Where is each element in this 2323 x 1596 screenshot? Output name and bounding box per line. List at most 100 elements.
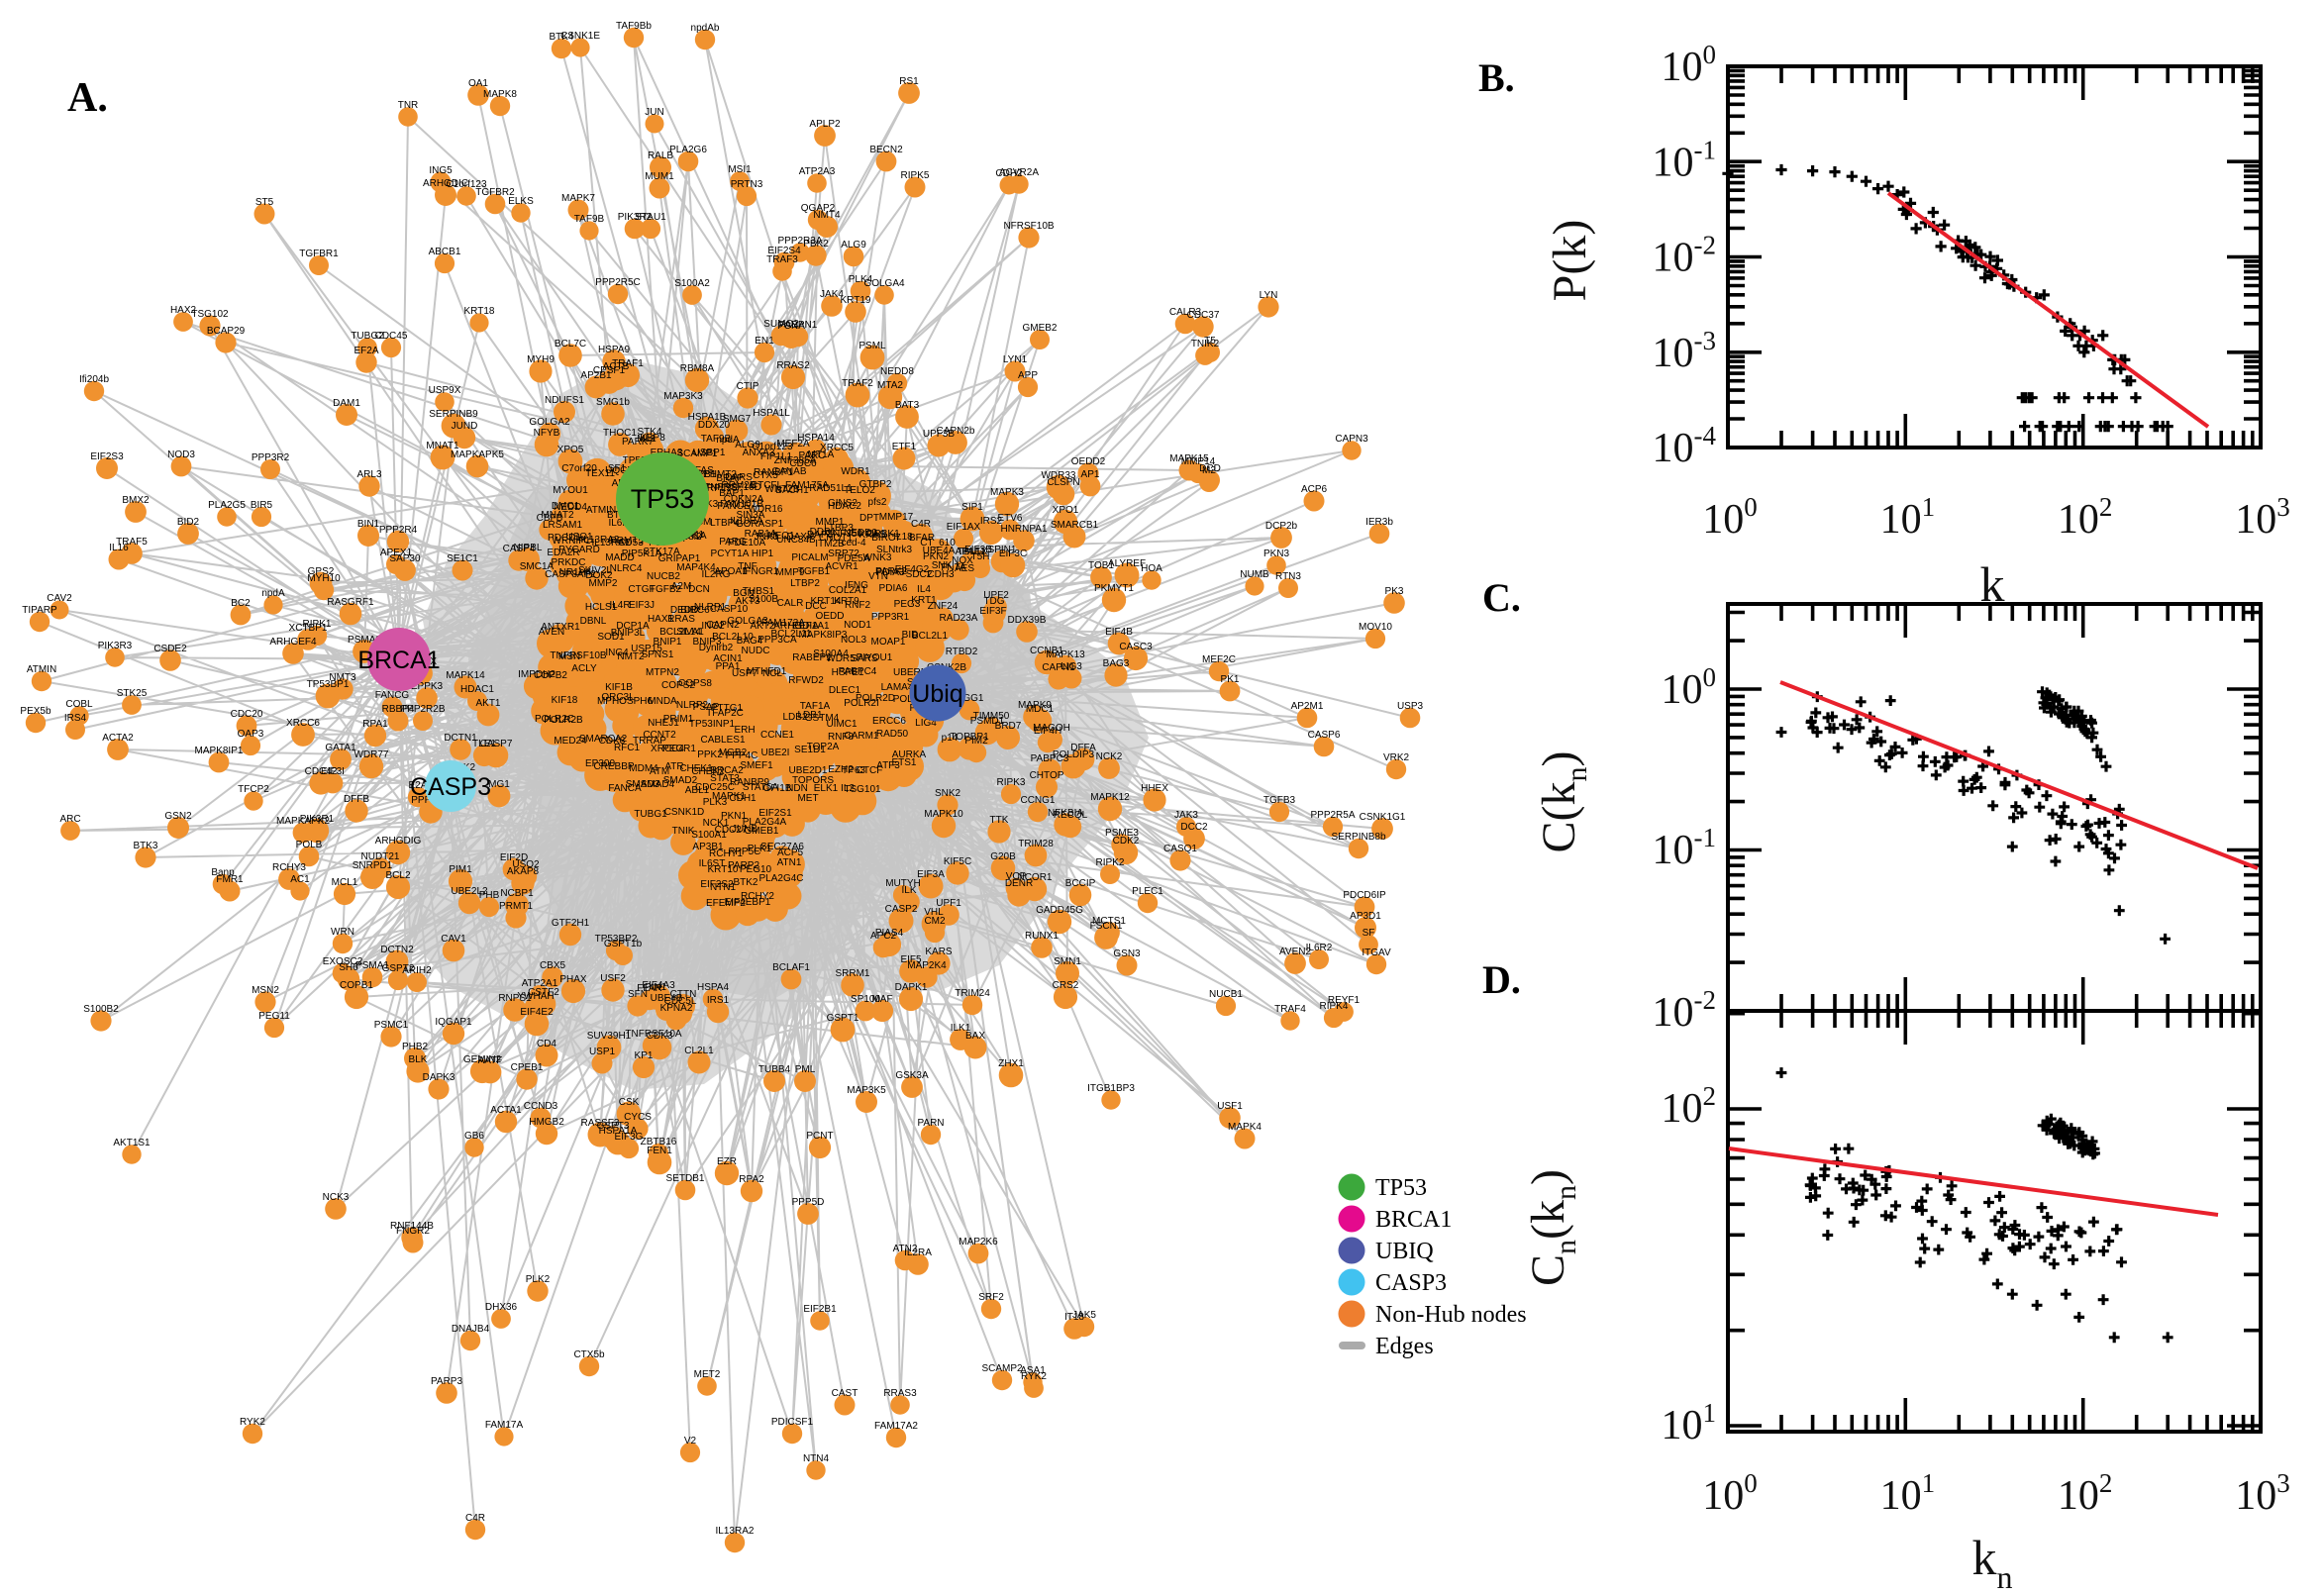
svg-text:HDAC1: HDAC1	[460, 684, 494, 695]
svg-text:SCAMP2: SCAMP2	[981, 1363, 1023, 1374]
svg-text:RFC1: RFC1	[614, 743, 641, 753]
svg-text:SERPINB9: SERPINB9	[429, 409, 478, 420]
svg-text:MAPK1: MAPK1	[712, 791, 746, 802]
svg-text:AATF: AATF	[478, 1055, 503, 1066]
svg-text:ELKS: ELKS	[508, 196, 534, 207]
svg-text:NCK2: NCK2	[1096, 751, 1123, 762]
svg-text:ZBTB16: ZBTB16	[641, 1137, 677, 1147]
svg-text:TNFRSF10A: TNFRSF10A	[625, 1029, 682, 1040]
svg-text:DCTN2: DCTN2	[380, 945, 414, 955]
svg-text:KRT19: KRT19	[841, 295, 871, 306]
svg-text:UBE4B: UBE4B	[651, 993, 683, 1004]
svg-text:NIPBL: NIPBL	[514, 543, 543, 553]
svg-text:MAPK12: MAPK12	[1090, 792, 1130, 803]
svg-text:CDK8: CDK8	[599, 736, 626, 747]
svg-text:RNPS1: RNPS1	[498, 993, 532, 1004]
svg-text:PEX5b: PEX5b	[20, 706, 51, 717]
svg-text:GSK3A: GSK3A	[895, 1070, 929, 1081]
svg-text:CHEK2: CHEK2	[691, 766, 725, 777]
svg-text:FAM173A: FAM173A	[761, 618, 805, 629]
svg-text:NEDD8: NEDD8	[880, 366, 914, 377]
svg-text:PPK2: PPK2	[697, 749, 723, 760]
svg-text:WRN: WRN	[331, 927, 354, 938]
svg-text:BRCA2: BRCA2	[710, 765, 744, 776]
svg-text:POLB: POLB	[296, 840, 323, 850]
svg-text:PRKDC: PRKDC	[551, 557, 585, 568]
svg-text:S100A2: S100A2	[674, 278, 710, 289]
svg-text:BNIP3: BNIP3	[693, 637, 722, 648]
svg-text:MRPL36: MRPL36	[699, 483, 738, 494]
svg-text:NUCB1: NUCB1	[1209, 989, 1243, 1000]
svg-text:COL2A1: COL2A1	[829, 585, 867, 596]
svg-text:APOA1: APOA1	[714, 566, 748, 577]
svg-text:IL13RA1: IL13RA1	[592, 538, 631, 549]
svg-text:ITM2B: ITM2B	[815, 539, 845, 549]
svg-text:IL13RA2: IL13RA2	[581, 535, 620, 546]
svg-text:LAMA4: LAMA4	[881, 682, 914, 693]
svg-text:AVEN2: AVEN2	[1279, 947, 1311, 957]
svg-text:IRS1: IRS1	[707, 995, 730, 1006]
svg-text:AES: AES	[955, 563, 974, 574]
svg-text:TGFB2: TGFB2	[650, 584, 682, 595]
svg-text:M2: M2	[1202, 465, 1216, 476]
svg-text:DDX39B: DDX39B	[1008, 615, 1047, 626]
svg-text:RNF144B: RNF144B	[390, 1221, 434, 1232]
svg-text:BAT3: BAT3	[895, 400, 920, 411]
svg-text:DLEC1: DLEC1	[829, 685, 861, 696]
svg-text:MADD: MADD	[605, 552, 634, 563]
svg-text:Non-Hub nodes: Non-Hub nodes	[1375, 1302, 1527, 1328]
svg-text:TGFB3: TGFB3	[1263, 795, 1296, 806]
svg-text:WNT2B: WNT2B	[765, 484, 800, 495]
svg-text:PIAS4: PIAS4	[875, 928, 904, 939]
svg-text:CASP6: CASP6	[1308, 730, 1341, 741]
svg-text:EIF3F: EIF3F	[979, 606, 1006, 617]
svg-text:AP2M1: AP2M1	[1291, 701, 1324, 712]
svg-text:GSN3: GSN3	[1113, 948, 1141, 959]
svg-text:E2A: E2A	[409, 780, 428, 791]
svg-text:HSPA14: HSPA14	[797, 433, 835, 444]
svg-text:PCNT: PCNT	[806, 1131, 833, 1142]
svg-text:ORC3L: ORC3L	[601, 692, 635, 703]
svg-text:PRMT1: PRMT1	[499, 901, 533, 912]
svg-text:ACTA1: ACTA1	[490, 1105, 522, 1116]
svg-text:TRAF1: TRAF1	[612, 358, 644, 369]
svg-text:WRNIP1: WRNIP1	[553, 536, 591, 547]
svg-text:TP53BP2: TP53BP2	[595, 934, 638, 945]
svg-text:FANCA: FANCA	[608, 783, 642, 794]
svg-text:ATN1: ATN1	[777, 857, 802, 868]
svg-text:MMP17: MMP17	[879, 512, 914, 523]
svg-text:GSN2: GSN2	[164, 811, 192, 822]
svg-text:ABL1: ABL1	[685, 785, 710, 796]
svg-text:BRD7: BRD7	[995, 721, 1022, 732]
svg-text:AC1: AC1	[290, 874, 310, 885]
svg-text:RTN3: RTN3	[1275, 571, 1301, 582]
svg-text:PEGR1: PEGR1	[662, 744, 696, 754]
svg-text:NEO1: NEO1	[767, 531, 795, 542]
svg-text:OEDD: OEDD	[816, 611, 845, 622]
svg-text:CDC42: CDC42	[305, 766, 338, 777]
svg-text:A2M: A2M	[671, 581, 692, 592]
svg-text:C(kn): C(kn)	[1533, 751, 1593, 853]
svg-text:EIF2D: EIF2D	[500, 852, 528, 863]
svg-text:NLRC4: NLRC4	[610, 563, 643, 574]
svg-text:NCBP1: NCBP1	[500, 888, 534, 899]
svg-text:PARP3: PARP3	[431, 1376, 462, 1387]
svg-text:MET2: MET2	[694, 1369, 721, 1380]
svg-text:AKT1S1: AKT1S1	[113, 1138, 151, 1148]
svg-text:TRAF2: TRAF2	[842, 378, 873, 389]
svg-text:CLSPN: CLSPN	[1047, 477, 1079, 488]
svg-text:CDC45: CDC45	[375, 331, 408, 342]
svg-text:PARC: PARC	[798, 450, 825, 461]
svg-text:SFN: SFN	[628, 989, 648, 1000]
svg-text:CASP10: CASP10	[710, 604, 749, 615]
svg-text:CBFB: CBFB	[537, 513, 563, 524]
svg-text:MNDA: MNDA	[648, 696, 677, 707]
svg-text:RRAS: RRAS	[667, 614, 695, 625]
svg-text:PEG11: PEG11	[258, 1011, 290, 1022]
svg-text:PLK1: PLK1	[748, 844, 772, 854]
svg-text:JAK3: JAK3	[1174, 810, 1198, 821]
svg-text:LYN: LYN	[1260, 290, 1278, 301]
svg-text:PFAS: PFAS	[688, 465, 714, 476]
svg-text:GORASP1: GORASP1	[736, 519, 784, 530]
svg-text:COPS8: COPS8	[678, 678, 712, 689]
